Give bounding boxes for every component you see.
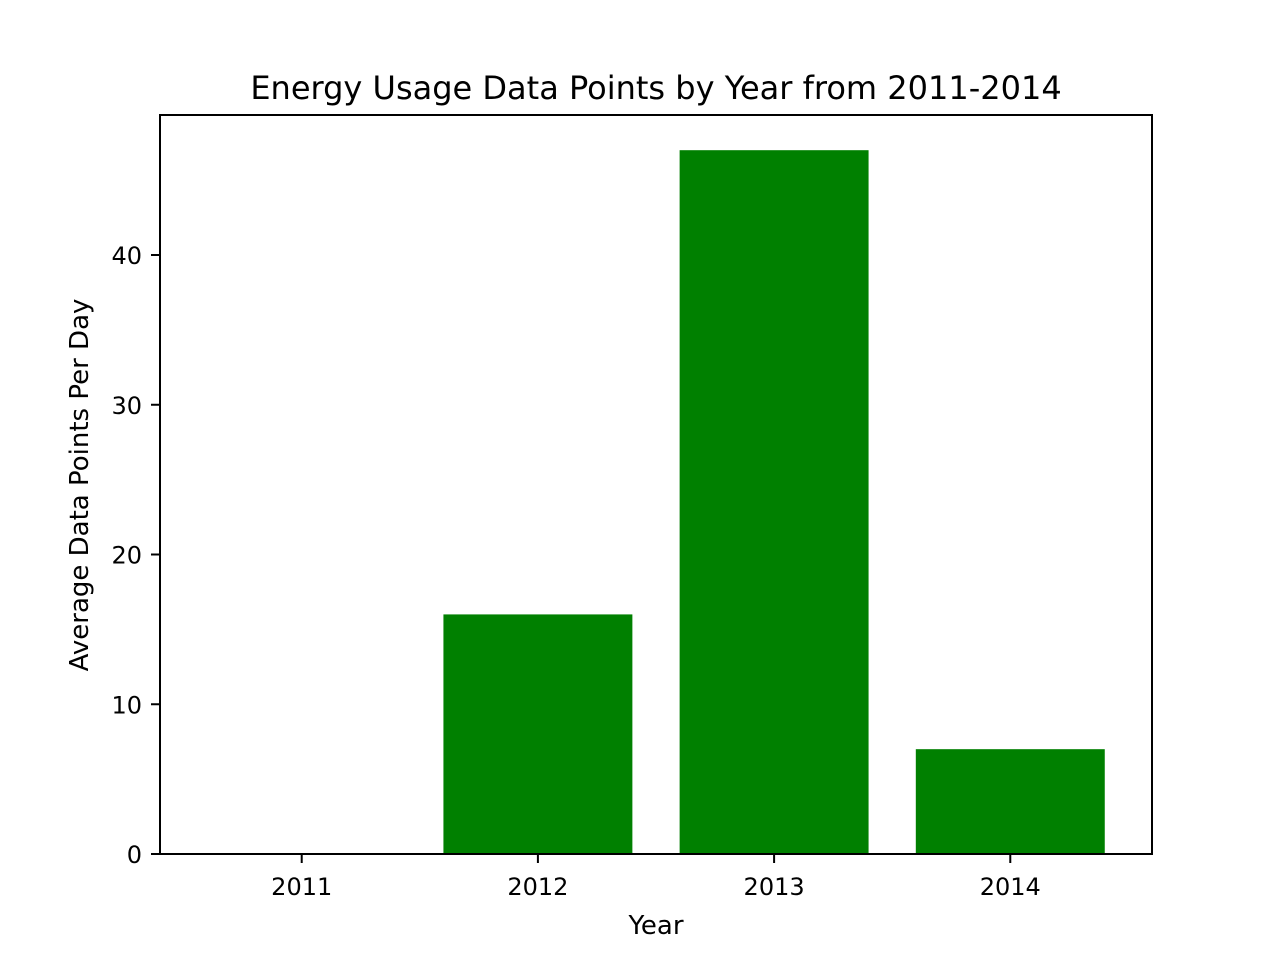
bar-2014 — [915, 749, 1105, 854]
chart-title: Energy Usage Data Points by Year from 20… — [250, 69, 1061, 107]
bars-group — [443, 150, 1105, 854]
y-tick-label: 30 — [111, 392, 142, 420]
x-tick-label: 2011 — [271, 873, 332, 901]
plot-frame — [159, 114, 1153, 855]
y-tick-label: 40 — [111, 242, 142, 270]
bar-2013 — [679, 150, 869, 854]
x-tick-label: 2012 — [507, 873, 568, 901]
x-axis-ticks: 2011 2012 2013 2014 — [271, 854, 1041, 901]
y-axis-label: Average Data Points Per Day — [65, 299, 95, 672]
y-axis-ticks: 0 10 20 30 40 — [111, 242, 160, 869]
y-tick-label: 0 — [127, 841, 142, 869]
y-tick-label: 20 — [111, 542, 142, 570]
x-axis-label: Year — [627, 911, 683, 941]
x-tick-label: 2013 — [744, 873, 805, 901]
bar-2012 — [443, 614, 633, 854]
y-tick-label: 10 — [111, 691, 142, 719]
x-tick-label: 2014 — [980, 873, 1041, 901]
